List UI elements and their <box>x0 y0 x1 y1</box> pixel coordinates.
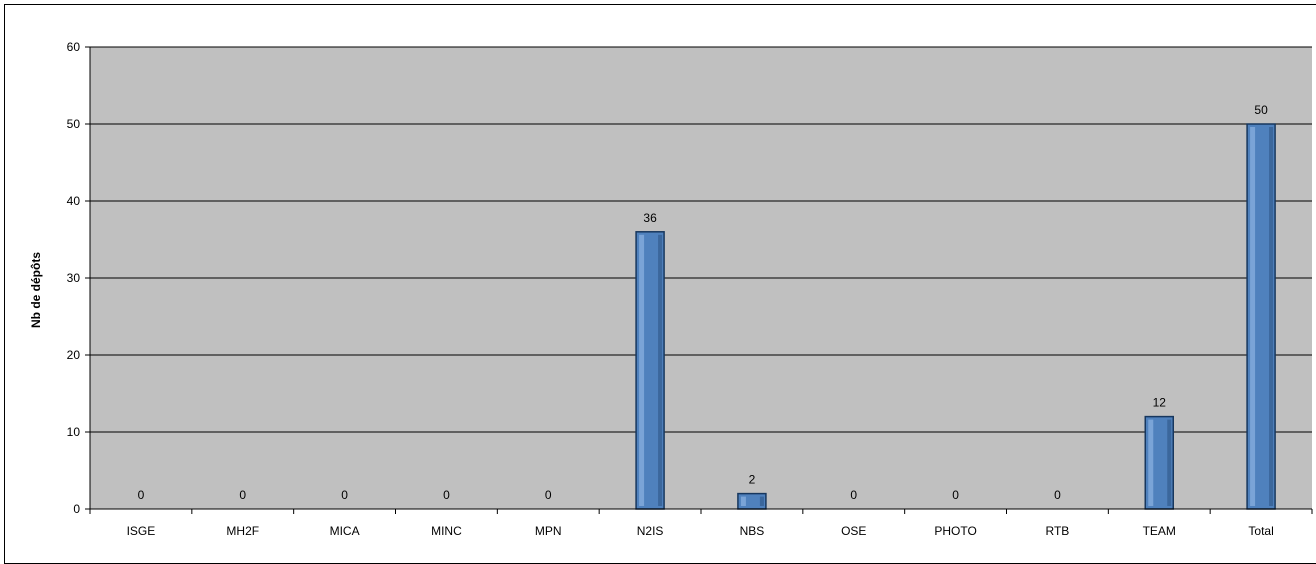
bar-chart: 01020304050600ISGE0MH2F0MICA0MINC0MPN36N… <box>29 40 1313 538</box>
bar <box>1246 123 1276 510</box>
y-axis-label: Nb de dépôts <box>29 252 43 328</box>
y-tick-label: 30 <box>67 271 81 285</box>
data-label: 0 <box>443 488 450 502</box>
data-label: 50 <box>1254 103 1268 117</box>
x-tick-label: RTB <box>1046 524 1070 538</box>
data-label: 2 <box>749 473 756 487</box>
data-label: 0 <box>341 488 348 502</box>
bar-shade <box>1269 127 1274 506</box>
x-tick-label: MH2F <box>226 524 259 538</box>
data-label: 0 <box>952 488 959 502</box>
data-label: 36 <box>643 211 657 225</box>
y-tick-label: 0 <box>73 502 80 516</box>
axes <box>85 46 1313 514</box>
data-label: 0 <box>1054 488 1061 502</box>
gridlines <box>90 46 1312 433</box>
labels: 01020304050600ISGE0MH2F0MICA0MINC0MPN36N… <box>67 40 1274 538</box>
x-tick-label: MICA <box>330 524 360 538</box>
y-tick-label: 40 <box>67 194 81 208</box>
bar <box>1144 415 1174 510</box>
bar-shade <box>1167 419 1172 506</box>
bar-highlight <box>1250 127 1256 506</box>
x-tick-label: MPN <box>535 524 562 538</box>
bar-shade <box>658 234 663 507</box>
data-label: 0 <box>850 488 857 502</box>
y-tick-label: 50 <box>67 117 81 131</box>
x-tick-label: N2IS <box>637 524 664 538</box>
data-label: 0 <box>138 488 145 502</box>
x-tick-label: MINC <box>431 524 462 538</box>
y-tick-label: 20 <box>67 348 81 362</box>
bar-highlight <box>1148 419 1154 506</box>
bar-highlight <box>639 234 645 507</box>
data-label: 12 <box>1153 396 1167 410</box>
x-tick-label: OSE <box>841 524 866 538</box>
y-tick-label: 10 <box>67 425 81 439</box>
x-tick-label: NBS <box>740 524 765 538</box>
bar <box>737 492 767 510</box>
x-tick-label: Total <box>1248 524 1273 538</box>
x-tick-label: PHOTO <box>934 524 976 538</box>
x-tick-label: TEAM <box>1143 524 1176 538</box>
bar-highlight <box>740 496 746 506</box>
bar <box>635 231 665 510</box>
y-tick-label: 60 <box>67 40 81 54</box>
x-tick-label: ISGE <box>127 524 156 538</box>
data-label: 0 <box>239 488 246 502</box>
data-label: 0 <box>545 488 552 502</box>
bar-shade <box>759 496 764 506</box>
